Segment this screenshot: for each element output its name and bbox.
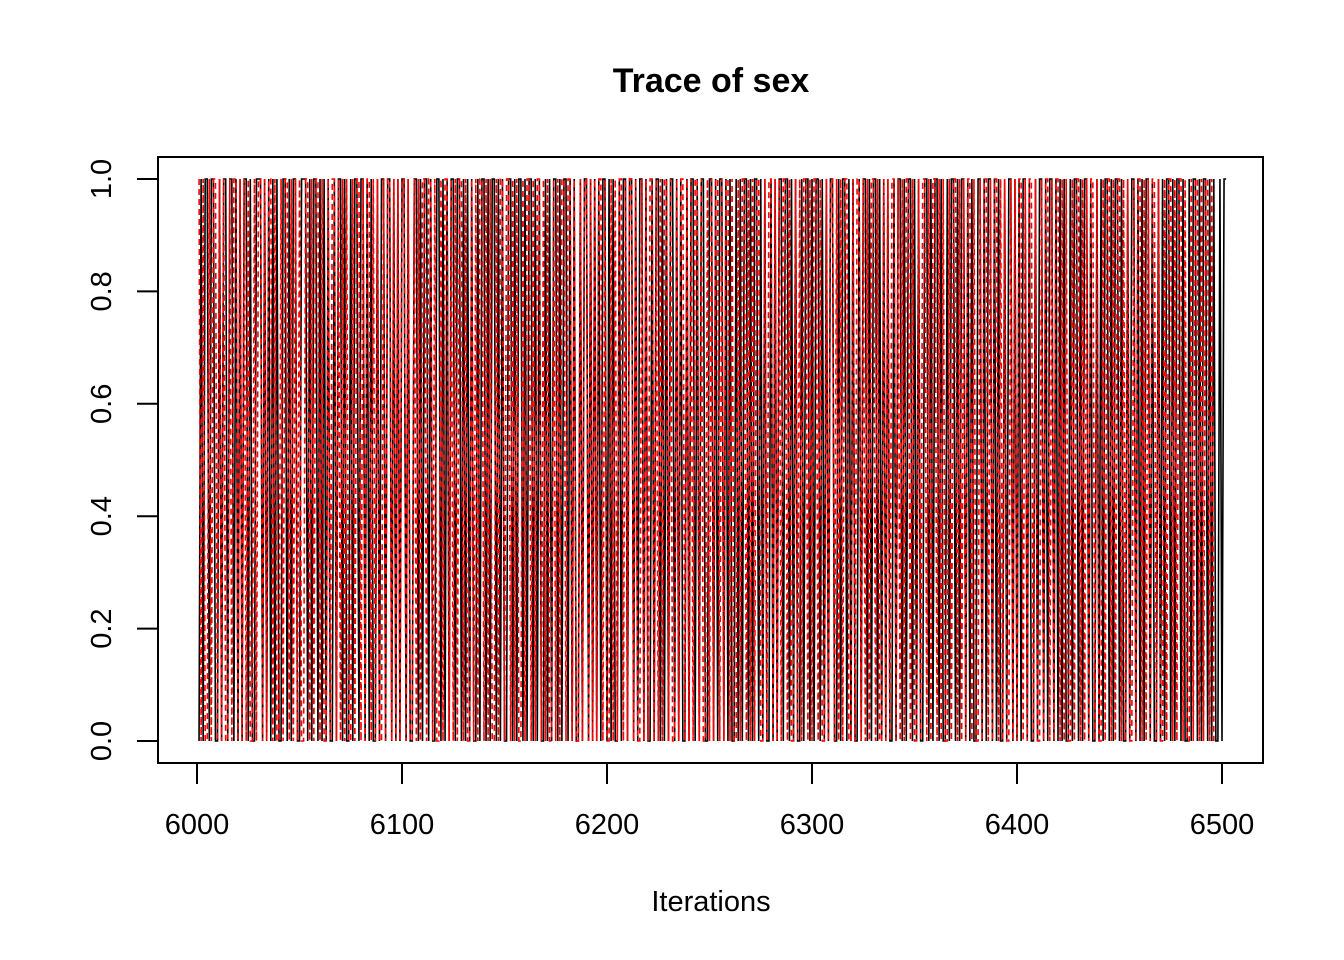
x-tick-label: 6300 [780,809,845,841]
y-tick-label: 0.4 [86,496,118,536]
x-tick-label: 6500 [1190,809,1255,841]
x-tick-label: 6200 [575,809,640,841]
x-axis: 6000 6100 6200 6300 6400 6500 [165,762,1255,841]
series-layer [198,178,1227,742]
y-tick-label: 0.6 [86,384,118,424]
y-tick-label: 1.0 [86,159,118,199]
y-tick-label: 0.0 [86,721,118,761]
y-axis: 0.0 0.2 0.4 0.6 0.8 1.0 [86,159,159,761]
y-tick-label: 0.2 [86,608,118,648]
x-tick-label: 6100 [370,809,435,841]
chart-title: Trace of sex [613,62,810,100]
y-tick-label: 0.8 [86,271,118,311]
x-axis-label: Iterations [651,886,770,918]
x-tick-label: 6000 [165,809,230,841]
x-tick-label: 6400 [985,809,1050,841]
